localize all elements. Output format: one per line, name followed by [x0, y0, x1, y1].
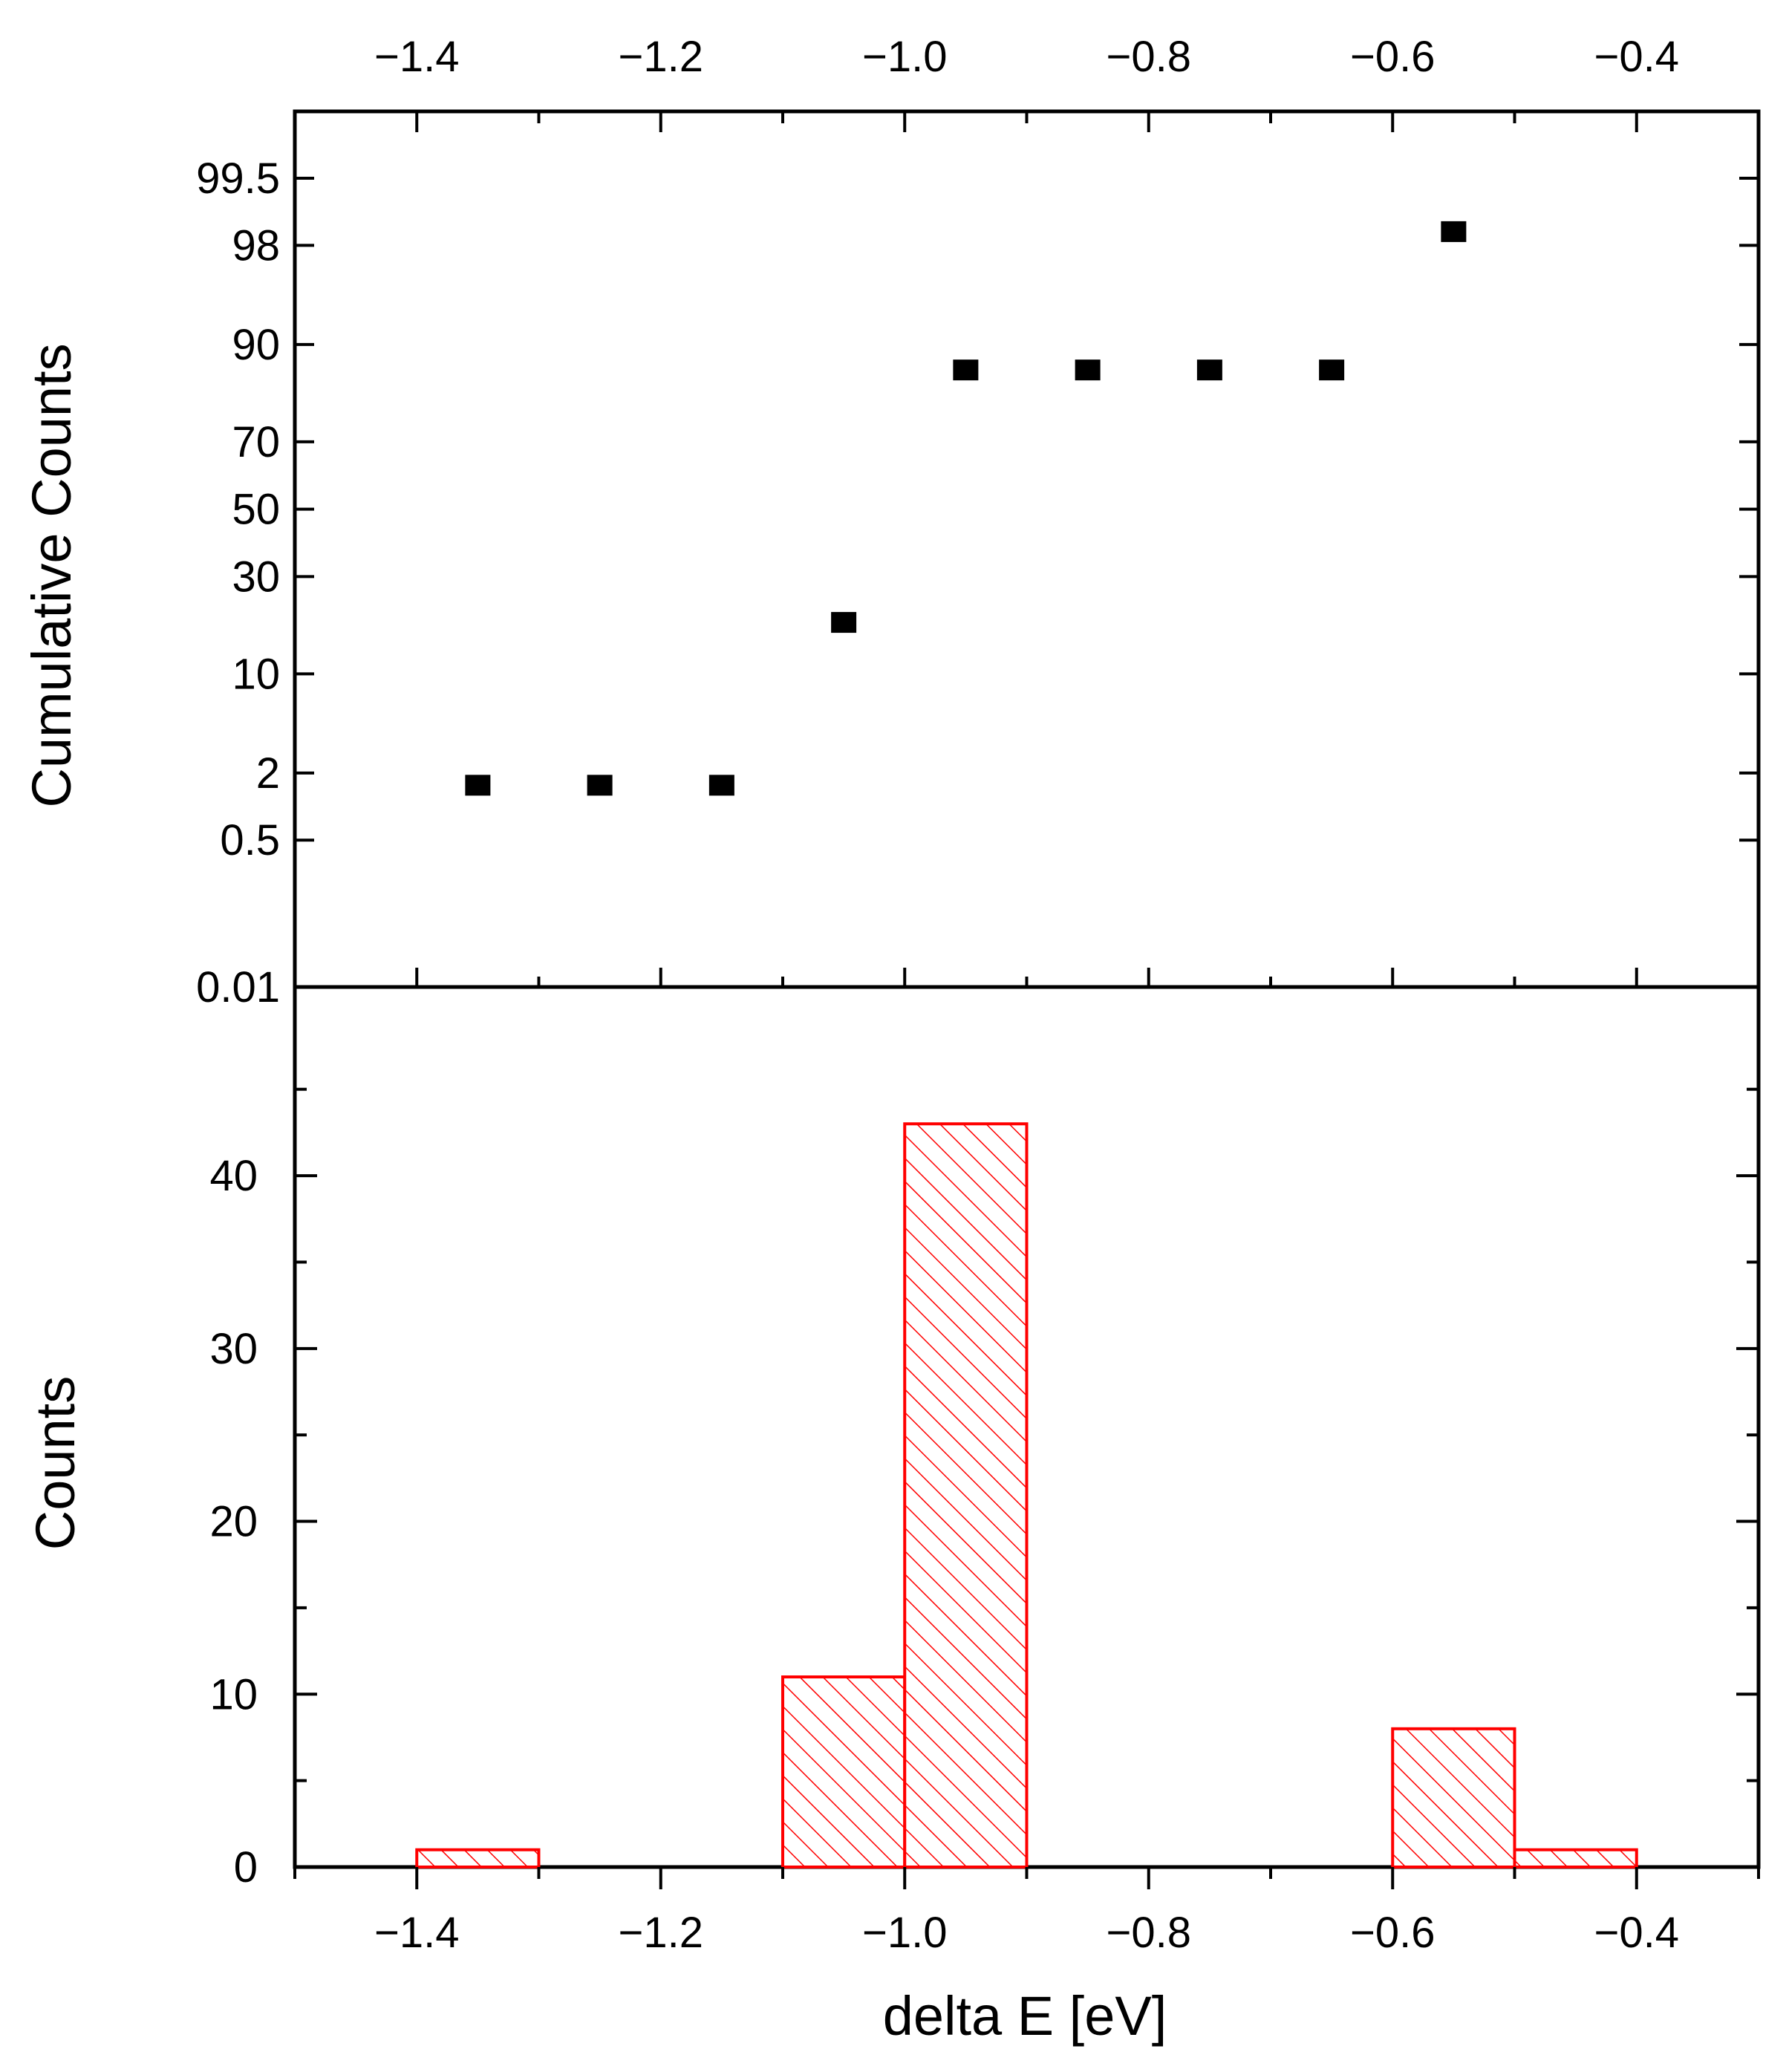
top-y-tick-label: 98 — [232, 221, 280, 270]
histogram-bar — [1513, 1848, 1638, 1869]
top-y-tick-label: 50 — [232, 486, 280, 534]
cumulative-marker — [708, 775, 734, 796]
bottom-x-tick-label: −1.0 — [862, 1909, 948, 1957]
top-y-tick-label: 0.01 — [196, 963, 280, 1011]
top-x-tick-label: −1.4 — [374, 33, 460, 81]
bottom-x-tick-label: −1.4 — [374, 1909, 460, 1957]
top-y-tick-label: 10 — [232, 650, 280, 698]
histogram-bar — [903, 1122, 1029, 1869]
bottom-y-tick-label: 10 — [209, 1670, 258, 1718]
cumulative-marker — [1319, 359, 1345, 381]
bottom-x-tick-label: −1.2 — [619, 1909, 704, 1957]
top-x-tick-labels: −1.4 −1.2 −1.0 −0.8 −0.6 −0.4 — [374, 33, 1679, 81]
top-y-tick-label: 30 — [232, 553, 280, 601]
bottom-y-tick-label: 40 — [209, 1152, 258, 1200]
cumulative-markers — [465, 221, 1467, 796]
histogram-bar — [415, 1848, 541, 1869]
top-y-tick-label: 2 — [256, 749, 280, 798]
top-y-tick-label: 99.5 — [196, 154, 280, 203]
cumulative-marker — [1441, 221, 1467, 242]
bottom-y-tick-label: 0 — [234, 1843, 258, 1892]
cumulative-marker — [465, 775, 491, 796]
x-axis-title: delta E [eV] — [883, 1985, 1167, 2047]
bottom-y-tick-label: 20 — [209, 1498, 258, 1546]
counts-histogram-panel: −1.4 −1.2 −1.0 −0.8 −0.6 −0.4 0 10 20 30 40 Count… — [25, 968, 1761, 2047]
cumulative-marker — [587, 775, 613, 796]
bottom-x-ticks — [293, 968, 1760, 1889]
bottom-y-tick-labels: 0 10 20 30 40 — [209, 1152, 258, 1892]
bottom-y-axis-title: Counts — [25, 1376, 86, 1550]
top-x-tick-label: −0.4 — [1594, 33, 1680, 81]
histogram-bar — [781, 1675, 907, 1869]
histogram-bars — [415, 1122, 1638, 1869]
top-x-tick-label: −0.6 — [1350, 33, 1436, 81]
bottom-x-tick-label: −0.8 — [1107, 1909, 1192, 1957]
cumulative-marker — [1075, 359, 1101, 381]
top-y-tick-label: 0.5 — [220, 816, 280, 864]
top-plot-frame — [293, 109, 1761, 989]
cumulative-marker — [1196, 359, 1222, 381]
cumulative-counts-panel: −1.4 −1.2 −1.0 −0.8 −0.6 −0.4 0.01 0.5 2 10 30 50 7… — [21, 33, 1761, 1011]
bottom-y-tick-label: 30 — [209, 1325, 258, 1373]
top-x-ticks — [293, 111, 1760, 132]
top-y-tick-label: 70 — [232, 418, 280, 466]
bottom-y-ticks — [295, 1087, 1759, 1869]
top-y-ticks — [295, 177, 1759, 988]
top-y-tick-labels: 0.01 0.5 2 10 30 50 70 90 98 99.5 — [196, 154, 280, 1011]
cumulative-marker — [831, 612, 857, 633]
bottom-x-tick-label: −0.6 — [1350, 1909, 1436, 1957]
top-x-tick-label: −1.0 — [862, 33, 948, 81]
bottom-x-tick-labels: −1.4 −1.2 −1.0 −0.8 −0.6 −0.4 — [374, 1909, 1679, 1957]
top-x-tick-label: −1.2 — [619, 33, 704, 81]
top-x-tick-label: −0.8 — [1107, 33, 1192, 81]
top-y-tick-label: 90 — [232, 321, 280, 369]
histogram-bar — [1391, 1727, 1516, 1869]
top-y-axis-title: Cumulative Counts — [21, 343, 82, 807]
bottom-x-tick-label: −0.4 — [1594, 1909, 1680, 1957]
cumulative-marker — [953, 359, 979, 381]
